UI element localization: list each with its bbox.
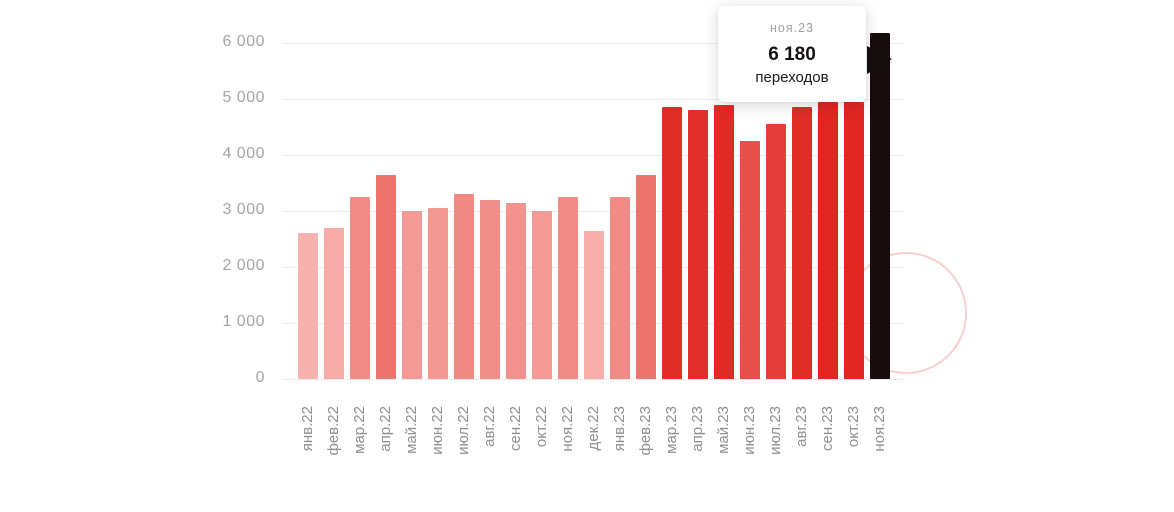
bar[interactable] [506,203,526,379]
bar[interactable] [402,211,422,379]
y-axis-label: 6 000 [222,33,265,50]
x-axis-label: дек.22 [585,406,602,451]
x-axis-label: ноя.22 [559,406,576,452]
x-axis-label: окт.22 [533,406,550,448]
x-axis-label: окт.23 [845,406,862,448]
bar[interactable] [584,231,604,379]
tooltip-value: 6 180 [768,44,816,65]
bar[interactable] [662,107,682,379]
x-axis-label: июн.22 [429,406,446,455]
tooltip: ноя.23 6 180 переходов [718,6,866,102]
x-axis-label: апр.23 [689,406,706,452]
bar[interactable] [766,124,786,379]
x-axis-label: апр.22 [377,406,394,452]
bar[interactable] [818,102,838,379]
x-axis-label: фев.23 [637,406,654,456]
bar[interactable] [376,175,396,379]
x-axis-label: янв.23 [611,406,628,452]
x-axis-label: май.22 [403,406,420,454]
bar[interactable] [558,197,578,379]
bar[interactable] [610,197,630,379]
bar[interactable] [740,141,760,379]
x-axis-label: сен.22 [507,406,524,451]
x-axis-label: июн.23 [741,406,758,455]
gridline [283,379,905,380]
x-axis-label: авг.23 [793,406,810,447]
bar[interactable] [324,228,344,379]
x-axis-label: ноя.23 [871,406,888,452]
x-axis-label: мар.22 [351,406,368,454]
y-axis-label: 3 000 [222,201,265,218]
tooltip-unit-label: переходов [755,69,829,86]
bar[interactable] [428,208,448,379]
bar[interactable] [532,211,552,379]
bar[interactable] [480,200,500,379]
y-axis-label: 4 000 [222,145,265,162]
bar[interactable] [688,110,708,379]
x-axis-label: мар.23 [663,406,680,454]
cursor-icon [867,46,892,74]
bar[interactable] [714,105,734,379]
x-axis-label: янв.22 [299,406,316,452]
x-axis-label: июл.22 [455,406,472,455]
tooltip-period-label: ноя.23 [769,21,814,35]
y-axis-label: 2 000 [222,257,265,274]
bar-highlighted[interactable] [870,33,890,379]
bar[interactable] [298,233,318,379]
gridline [283,155,905,156]
y-axis-label: 1 000 [222,313,265,330]
x-axis-label: сен.23 [819,406,836,451]
bar[interactable] [844,102,864,379]
bar[interactable] [792,107,812,379]
x-axis-label: авг.22 [481,406,498,447]
gridline [283,99,905,100]
bar[interactable] [636,175,656,379]
y-axis-label: 0 [255,369,265,386]
x-axis-label: июл.23 [767,406,784,455]
bar[interactable] [350,197,370,379]
bar[interactable] [454,194,474,379]
y-axis-label: 5 000 [222,89,265,106]
x-axis-label: фев.22 [325,406,342,456]
gridline [283,211,905,212]
gridline [283,43,905,44]
x-axis-label: май.23 [715,406,732,454]
